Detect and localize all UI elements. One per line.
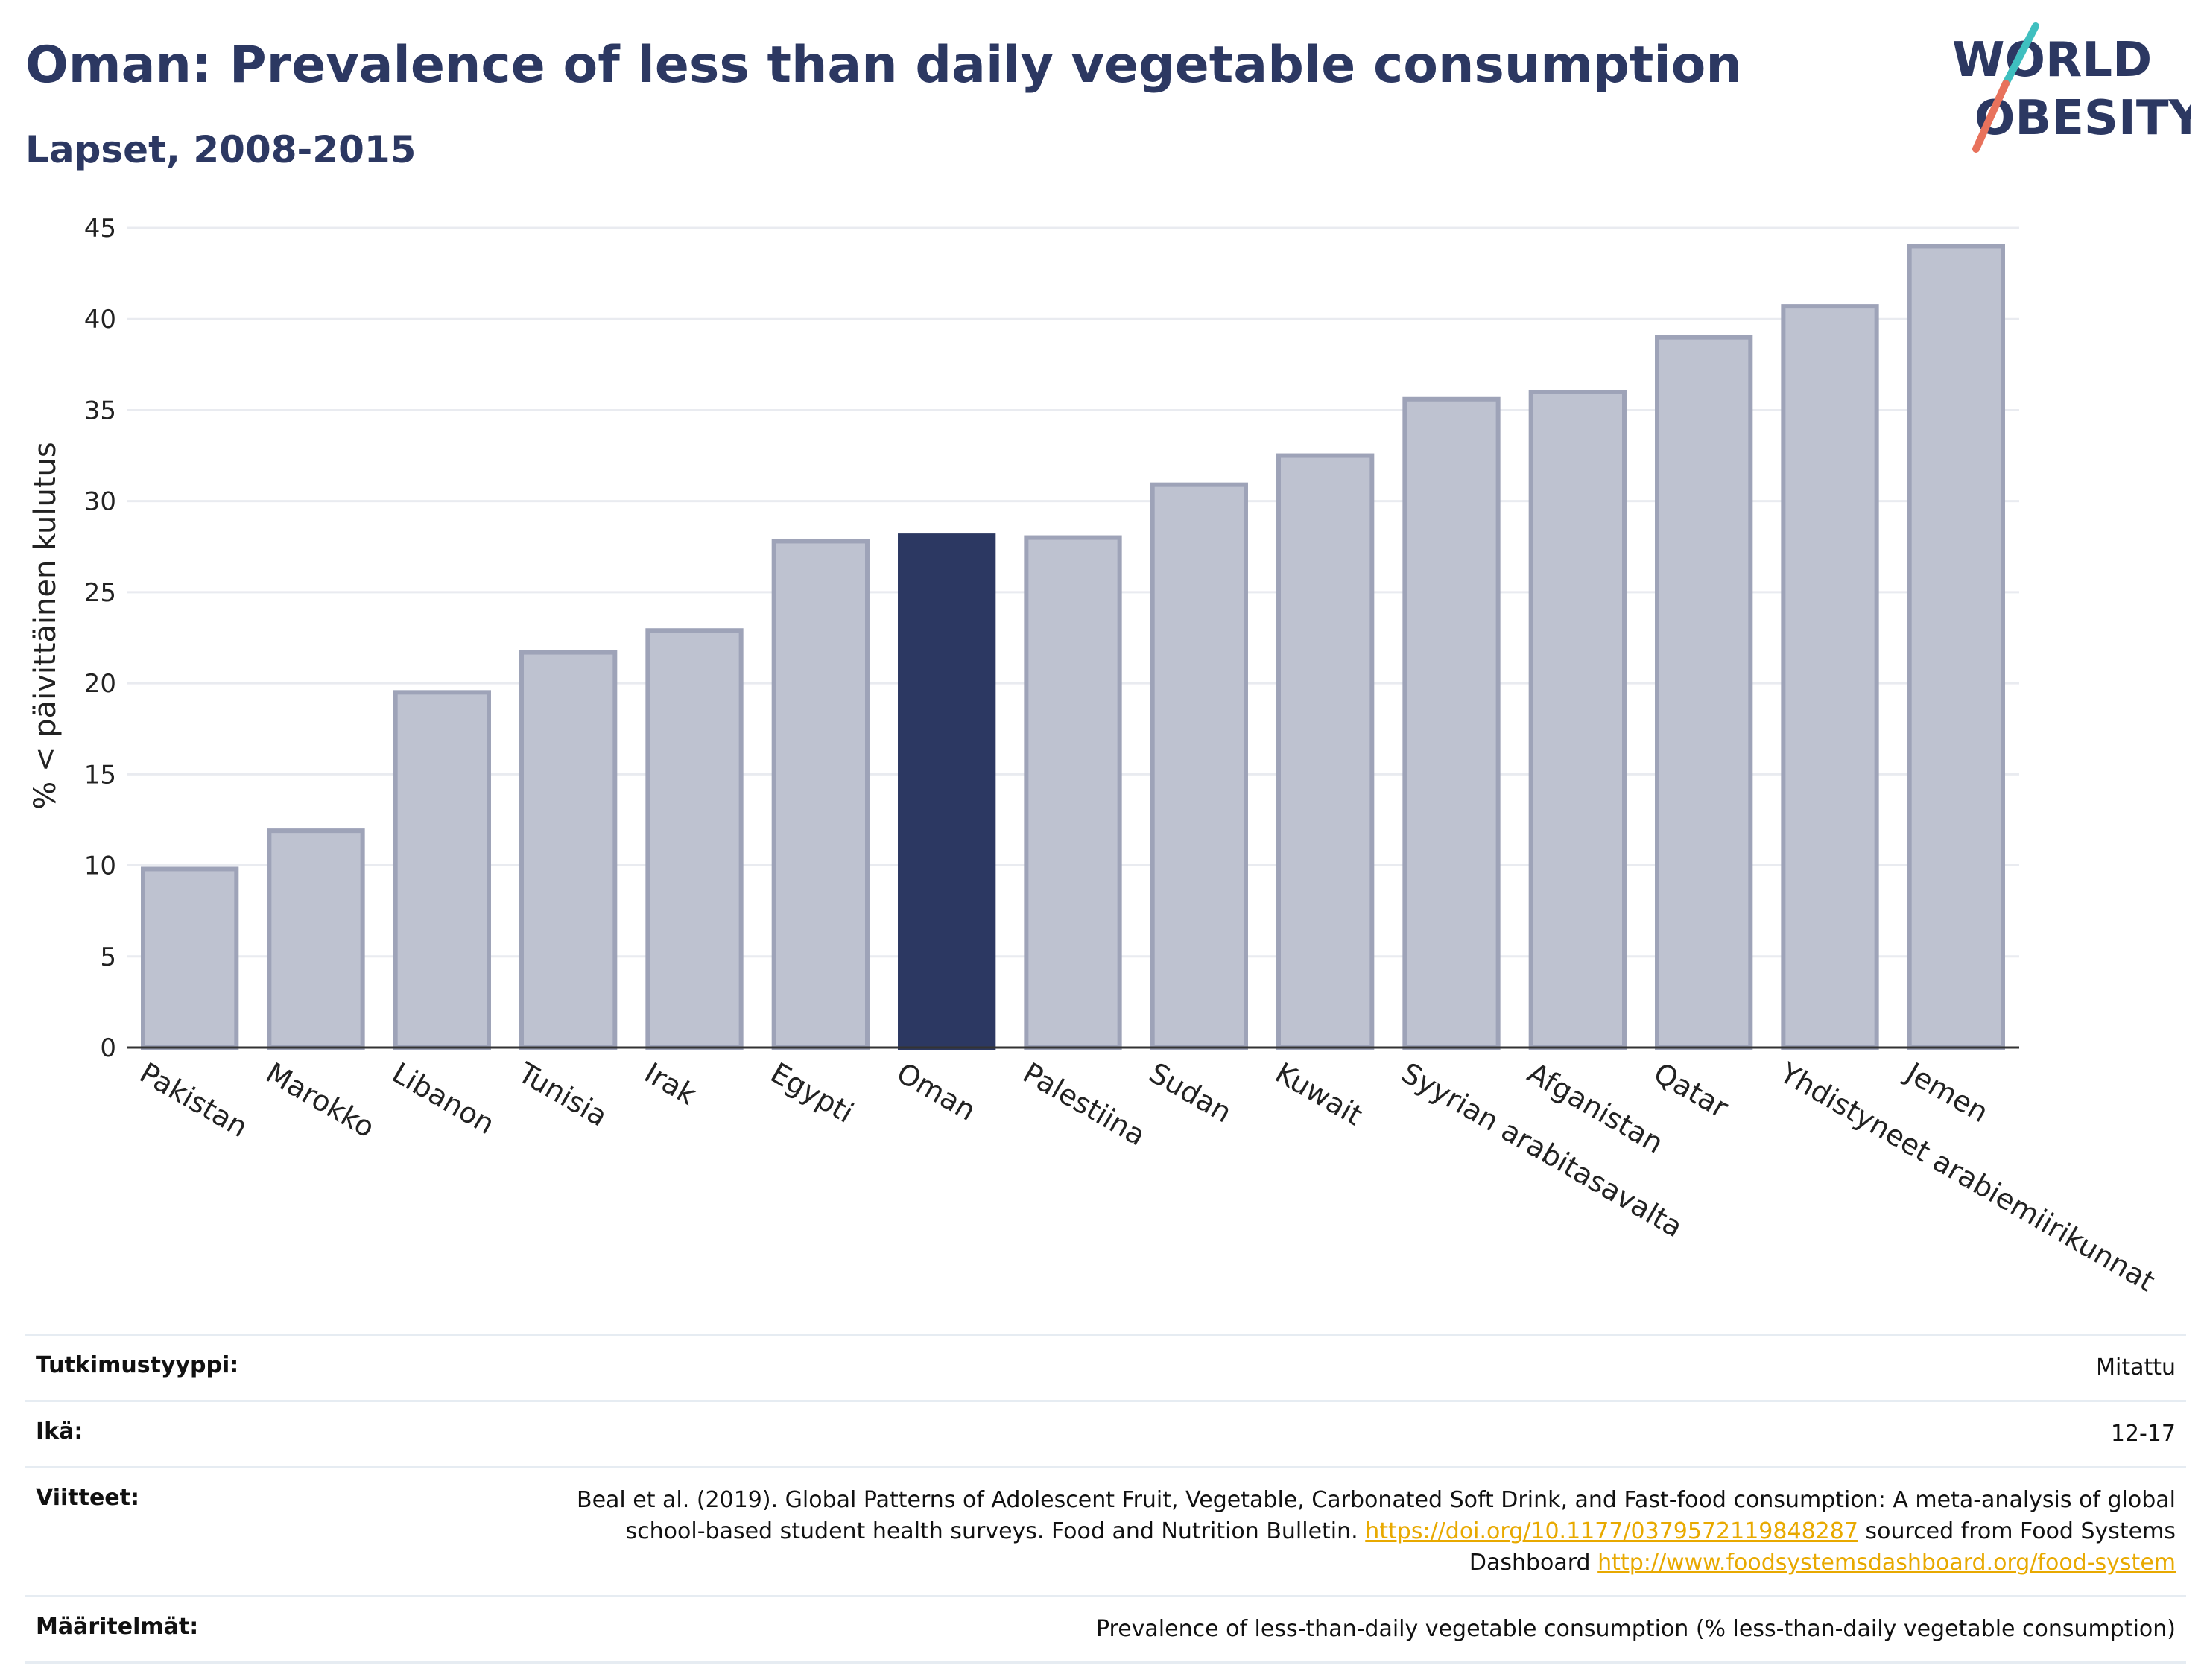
- x-tick-label: Jemen: [1899, 1056, 1994, 1129]
- x-tick-label: Marokko: [261, 1056, 381, 1144]
- bar: [393, 690, 491, 1050]
- y-tick-label: 40: [84, 305, 116, 335]
- info-value-references: Beal et al. (2019). Global Patterns of A…: [574, 1485, 2176, 1579]
- chart-title: Oman: Prevalence of less than daily vege…: [25, 36, 1742, 95]
- info-value-definitions: Prevalence of less-than-daily vegetable …: [1095, 1616, 2176, 1642]
- reference-doi-link[interactable]: https://doi.org/10.1177/0379572119848287: [1365, 1518, 1858, 1544]
- y-tick-label: 20: [84, 669, 116, 699]
- x-category-labels: Pakistan Marokko Libanon Tunisia Irak Egypti O…: [134, 1056, 2160, 1299]
- y-tick-label: 0: [100, 1033, 116, 1063]
- info-row-study-type: Tutkimustyyppi: Mitattu: [25, 1334, 2186, 1400]
- bar: [519, 650, 618, 1050]
- bar: [771, 539, 870, 1050]
- bar: [1781, 304, 1879, 1050]
- y-tick-label: 45: [84, 214, 116, 244]
- info-row-age: Ikä: 12-17: [25, 1400, 2186, 1466]
- bar: [141, 866, 239, 1050]
- logo-slash-teal: [2002, 22, 2039, 87]
- info-value-age: 12-17: [2110, 1421, 2176, 1447]
- info-label-definitions: Määritelmät:: [36, 1614, 199, 1640]
- bars-layer: [127, 244, 2019, 1050]
- bar: [267, 828, 365, 1050]
- x-tick-label: Egypti: [765, 1056, 859, 1129]
- bar: [645, 628, 744, 1050]
- x-tick-label: Libanon: [387, 1056, 500, 1141]
- x-tick-label: Kuwait: [1270, 1056, 1368, 1132]
- reference-source-text: sourced from Food Systems Dashboard: [1469, 1518, 2176, 1576]
- y-tick-label: 30: [84, 487, 116, 517]
- info-label-references: Viitteet:: [36, 1485, 139, 1511]
- logo-text-world: WORLD: [1952, 33, 2152, 88]
- bar: [1528, 390, 1627, 1050]
- x-tick-label: Palestiina: [1018, 1056, 1151, 1153]
- bar: [1655, 335, 1753, 1050]
- x-tick-label: Tunisia: [512, 1056, 612, 1133]
- bar: [1024, 535, 1122, 1050]
- x-tick-label: Irak: [639, 1056, 702, 1112]
- info-row-definitions: Määritelmät: Prevalence of less-than-dai…: [25, 1595, 2186, 1664]
- y-tick-label: 35: [84, 396, 116, 425]
- x-tick-label: Qatar: [1648, 1056, 1734, 1125]
- bar-highlight: [898, 533, 996, 1050]
- bar: [1150, 482, 1248, 1050]
- y-tick-labels: 0 5 10 15 20 25 30 35 40 45: [84, 214, 116, 1063]
- reference-text: Beal et al. (2019). Global Patterns of A…: [576, 1487, 2176, 1544]
- x-tick-label: Oman: [891, 1056, 981, 1127]
- y-tick-label: 25: [84, 578, 116, 608]
- x-tick-label: Sudan: [1144, 1056, 1238, 1129]
- bar: [1907, 244, 2005, 1050]
- logo-slash-coral: [1972, 80, 2010, 153]
- logo-text-obesity: OBESITY: [1975, 91, 2191, 146]
- y-tick-label: 5: [100, 942, 116, 972]
- info-label-age: Ikä:: [36, 1419, 83, 1445]
- y-tick-label: 15: [84, 760, 116, 790]
- info-label-study-type: Tutkimustyyppi:: [36, 1352, 239, 1378]
- chart-subtitle: Lapset, 2008-2015: [25, 128, 417, 171]
- x-tick-label: Pakistan: [134, 1056, 253, 1144]
- info-row-references: Viitteet: Beal et al. (2019). Global Pat…: [25, 1466, 2186, 1595]
- y-axis-title: % < päivittäinen kulutus: [28, 442, 63, 809]
- bar: [1402, 396, 1501, 1050]
- info-value-study-type: Mitattu: [2096, 1354, 2176, 1381]
- reference-dashboard-link[interactable]: http://www.foodsystemsdashboard.org/food…: [1597, 1550, 2176, 1576]
- bar: [1276, 453, 1375, 1050]
- y-tick-label: 10: [84, 852, 116, 881]
- world-obesity-logo: WORLD OBESITY: [1952, 22, 2191, 153]
- info-table: Tutkimustyyppi: Mitattu Ikä: 12-17 Viitt…: [25, 1334, 2186, 1664]
- bar-chart: 0 5 10 15 20 25 30 35 40 45 Pakistan Marokko Libano…: [28, 214, 2161, 1299]
